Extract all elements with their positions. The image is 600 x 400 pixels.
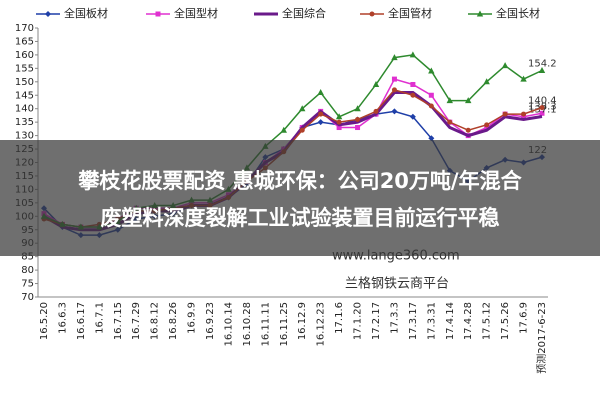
legend-label: 全国型材: [174, 6, 218, 20]
marker: [521, 114, 527, 120]
marker: [446, 97, 453, 104]
marker: [391, 87, 397, 93]
x-tick-label: 16.9.9: [187, 302, 198, 334]
x-tick-label: 17.4.28: [463, 302, 474, 340]
marker: [483, 78, 490, 85]
marker: [502, 111, 508, 117]
x-tick-label: 16.11.11: [260, 302, 271, 347]
marker: [373, 108, 379, 114]
x-tick-label: 17.1.6: [334, 302, 345, 334]
marker: [369, 11, 375, 17]
marker: [299, 105, 306, 112]
x-tick-label: 17.2.17: [371, 302, 382, 340]
banner-text: 废塑料深度裂解工业试验装置目前运行平稳: [101, 206, 500, 230]
marker: [280, 126, 287, 133]
marker: [335, 113, 343, 120]
marker: [447, 119, 453, 125]
banner-text: 攀枝花股票配资 惠城环保：公司20万吨/年混合: [77, 169, 522, 193]
marker: [409, 113, 416, 120]
end-label: 140.4: [528, 96, 557, 107]
x-tick-label: 16.8.12: [150, 302, 161, 340]
marker: [391, 76, 397, 82]
legend-label: 全国综合: [282, 6, 326, 20]
y-tick-label: 170: [15, 23, 34, 34]
marker: [317, 89, 324, 96]
marker: [409, 51, 417, 58]
x-tick-label: 16.6.17: [76, 302, 87, 340]
marker: [372, 80, 380, 87]
x-tick-label: 16.9.23: [205, 302, 216, 340]
marker: [501, 62, 509, 69]
marker: [465, 97, 472, 104]
y-tick-label: 160: [15, 50, 34, 61]
marker: [484, 122, 490, 128]
marker: [336, 119, 342, 125]
x-tick-label: 17.5.26: [500, 302, 511, 340]
marker: [355, 116, 361, 122]
end-label: 154.2: [528, 59, 557, 70]
x-tick-label: 17.3.3: [389, 302, 400, 334]
marker: [391, 108, 398, 115]
marker: [465, 127, 471, 133]
marker: [391, 54, 398, 61]
marker: [336, 125, 342, 131]
x-tick-label: 16.5.20: [39, 302, 50, 340]
watermark: 兰格钢铁云商平台: [345, 276, 449, 292]
x-tick-label: 17.3.31: [426, 302, 437, 340]
y-tick-label: 150: [15, 77, 34, 88]
x-tick-label: 16.8.26: [168, 302, 179, 340]
y-tick-label: 80: [21, 265, 34, 276]
marker: [521, 111, 527, 117]
legend-label: 全国管材: [388, 6, 432, 20]
x-tick-label: 17.3.17: [408, 302, 419, 340]
marker: [410, 81, 416, 87]
marker: [539, 105, 545, 111]
y-tick-label: 85: [21, 252, 34, 263]
x-tick-label: 17.5.12: [482, 302, 493, 340]
y-tick-label: 145: [15, 90, 34, 101]
y-tick-label: 155: [15, 63, 34, 74]
y-tick-label: 75: [21, 279, 34, 290]
x-tick-label: 16.12.9: [297, 302, 308, 340]
marker: [410, 92, 416, 98]
x-tick-label: 17.1.20: [353, 302, 364, 340]
marker: [428, 135, 435, 142]
x-tick-label: 16.7.15: [113, 302, 124, 340]
marker: [317, 119, 324, 126]
x-tick-label: 16.10.28: [242, 302, 253, 347]
marker: [299, 127, 305, 133]
marker: [354, 105, 361, 112]
x-tick-label: 16.6.3: [57, 302, 68, 334]
marker: [539, 110, 545, 116]
marker: [520, 75, 527, 82]
x-tick-label: 16.11.25: [279, 302, 290, 347]
marker: [484, 125, 490, 131]
legend-label: 全国板材: [64, 6, 108, 20]
legend-label: 全国长材: [496, 6, 540, 20]
y-tick-label: 140: [15, 104, 34, 115]
x-tick-label: 16.12.23: [316, 302, 327, 347]
marker: [428, 67, 435, 74]
x-tick-label: 16.7.29: [131, 302, 142, 340]
x-tick-label: 16.7.1: [94, 302, 105, 334]
x-tick-label: 预测2017-6-23: [535, 302, 548, 374]
x-tick-label: 17.6.9: [519, 302, 530, 334]
marker: [428, 103, 434, 109]
banner-bg: [0, 140, 600, 256]
y-tick-label: 70: [21, 292, 34, 303]
y-tick-label: 135: [15, 117, 34, 128]
marker: [45, 11, 51, 17]
marker: [155, 11, 161, 17]
x-tick-label: 16.10.14: [223, 302, 234, 347]
y-tick-label: 165: [15, 36, 34, 47]
marker: [355, 125, 361, 131]
marker: [318, 111, 324, 117]
marker: [428, 92, 434, 98]
y-tick-label: 130: [15, 131, 34, 142]
x-tick-label: 17.4.14: [445, 302, 456, 340]
marker: [476, 10, 484, 17]
marker: [538, 67, 546, 74]
